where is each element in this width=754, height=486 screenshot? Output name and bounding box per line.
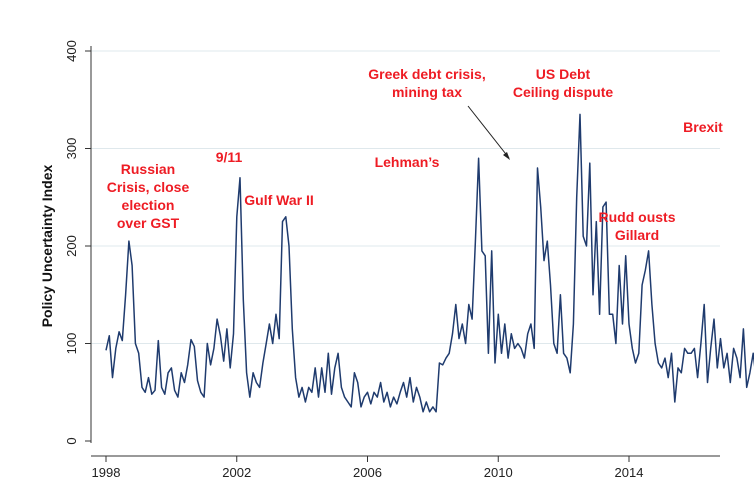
y-tick-label-100: 100 [64, 333, 79, 355]
annotation-us-debt-line-0: US Debt [536, 66, 591, 82]
annotation-greek-debt-line-0: Greek debt crisis, [368, 66, 486, 82]
annotation-gulf-war: Gulf War II [244, 192, 313, 208]
annotation-russian-crisis-line-2: election [122, 197, 175, 213]
annotation-russian-crisis-line-3: over GST [117, 215, 180, 231]
annotation-9-11: 9/11 [216, 149, 243, 165]
x-tick-label-2010: 2010 [484, 465, 513, 480]
annotation-rudd-gillard-line-0: Rudd ousts [599, 209, 676, 225]
annotation-gulf-war-line-0: Gulf War II [244, 192, 313, 208]
annotation-greek-debt: Greek debt crisis, mining tax [368, 66, 486, 100]
annotation-greek-debt-line-1: mining tax [392, 84, 462, 100]
annotation-arrowhead [503, 152, 510, 160]
y-tick-label-200: 200 [64, 235, 79, 257]
y-tick-label-300: 300 [64, 138, 79, 160]
y-ticks: 0 100 200 300 400 [64, 40, 91, 445]
annotation-lehmans: Lehman’s [375, 154, 440, 170]
annotation-us-debt-line-1: Ceiling dispute [513, 84, 614, 100]
y-tick-label-400: 400 [64, 40, 79, 62]
annotation-brexit: Brexit [683, 119, 723, 135]
annotations: Russian Crisis, close election over GST 9/11… [107, 66, 723, 243]
y-tick-label-0: 0 [64, 437, 79, 444]
annotation-rudd-gillard-line-1: Gillard [615, 227, 659, 243]
x-ticks: 1998 2002 2006 2010 2014 [92, 456, 644, 480]
axes [90, 46, 720, 457]
series-line [105, 113, 754, 413]
x-tick-label-2006: 2006 [353, 465, 382, 480]
annotation-9-11-line-0: 9/11 [216, 149, 243, 165]
annotation-russian-crisis: Russian Crisis, close election over GST [107, 161, 190, 231]
annotation-lehmans-line-0: Lehman’s [375, 154, 440, 170]
annotation-brexit-line-0: Brexit [683, 119, 723, 135]
annotation-us-debt: US Debt Ceiling dispute [513, 66, 614, 100]
x-tick-label-2002: 2002 [222, 465, 251, 480]
y-axis-title: Policy Uncertainty Index [39, 164, 55, 327]
annotation-russian-crisis-line-0: Russian [121, 161, 175, 177]
annotation-russian-crisis-line-1: Crisis, close [107, 179, 190, 195]
annotation-arrow [467, 105, 510, 159]
x-tick-label-2014: 2014 [615, 465, 644, 480]
x-tick-label-1998: 1998 [92, 465, 121, 480]
annotation-rudd-gillard: Rudd ousts Gillard [599, 209, 676, 243]
